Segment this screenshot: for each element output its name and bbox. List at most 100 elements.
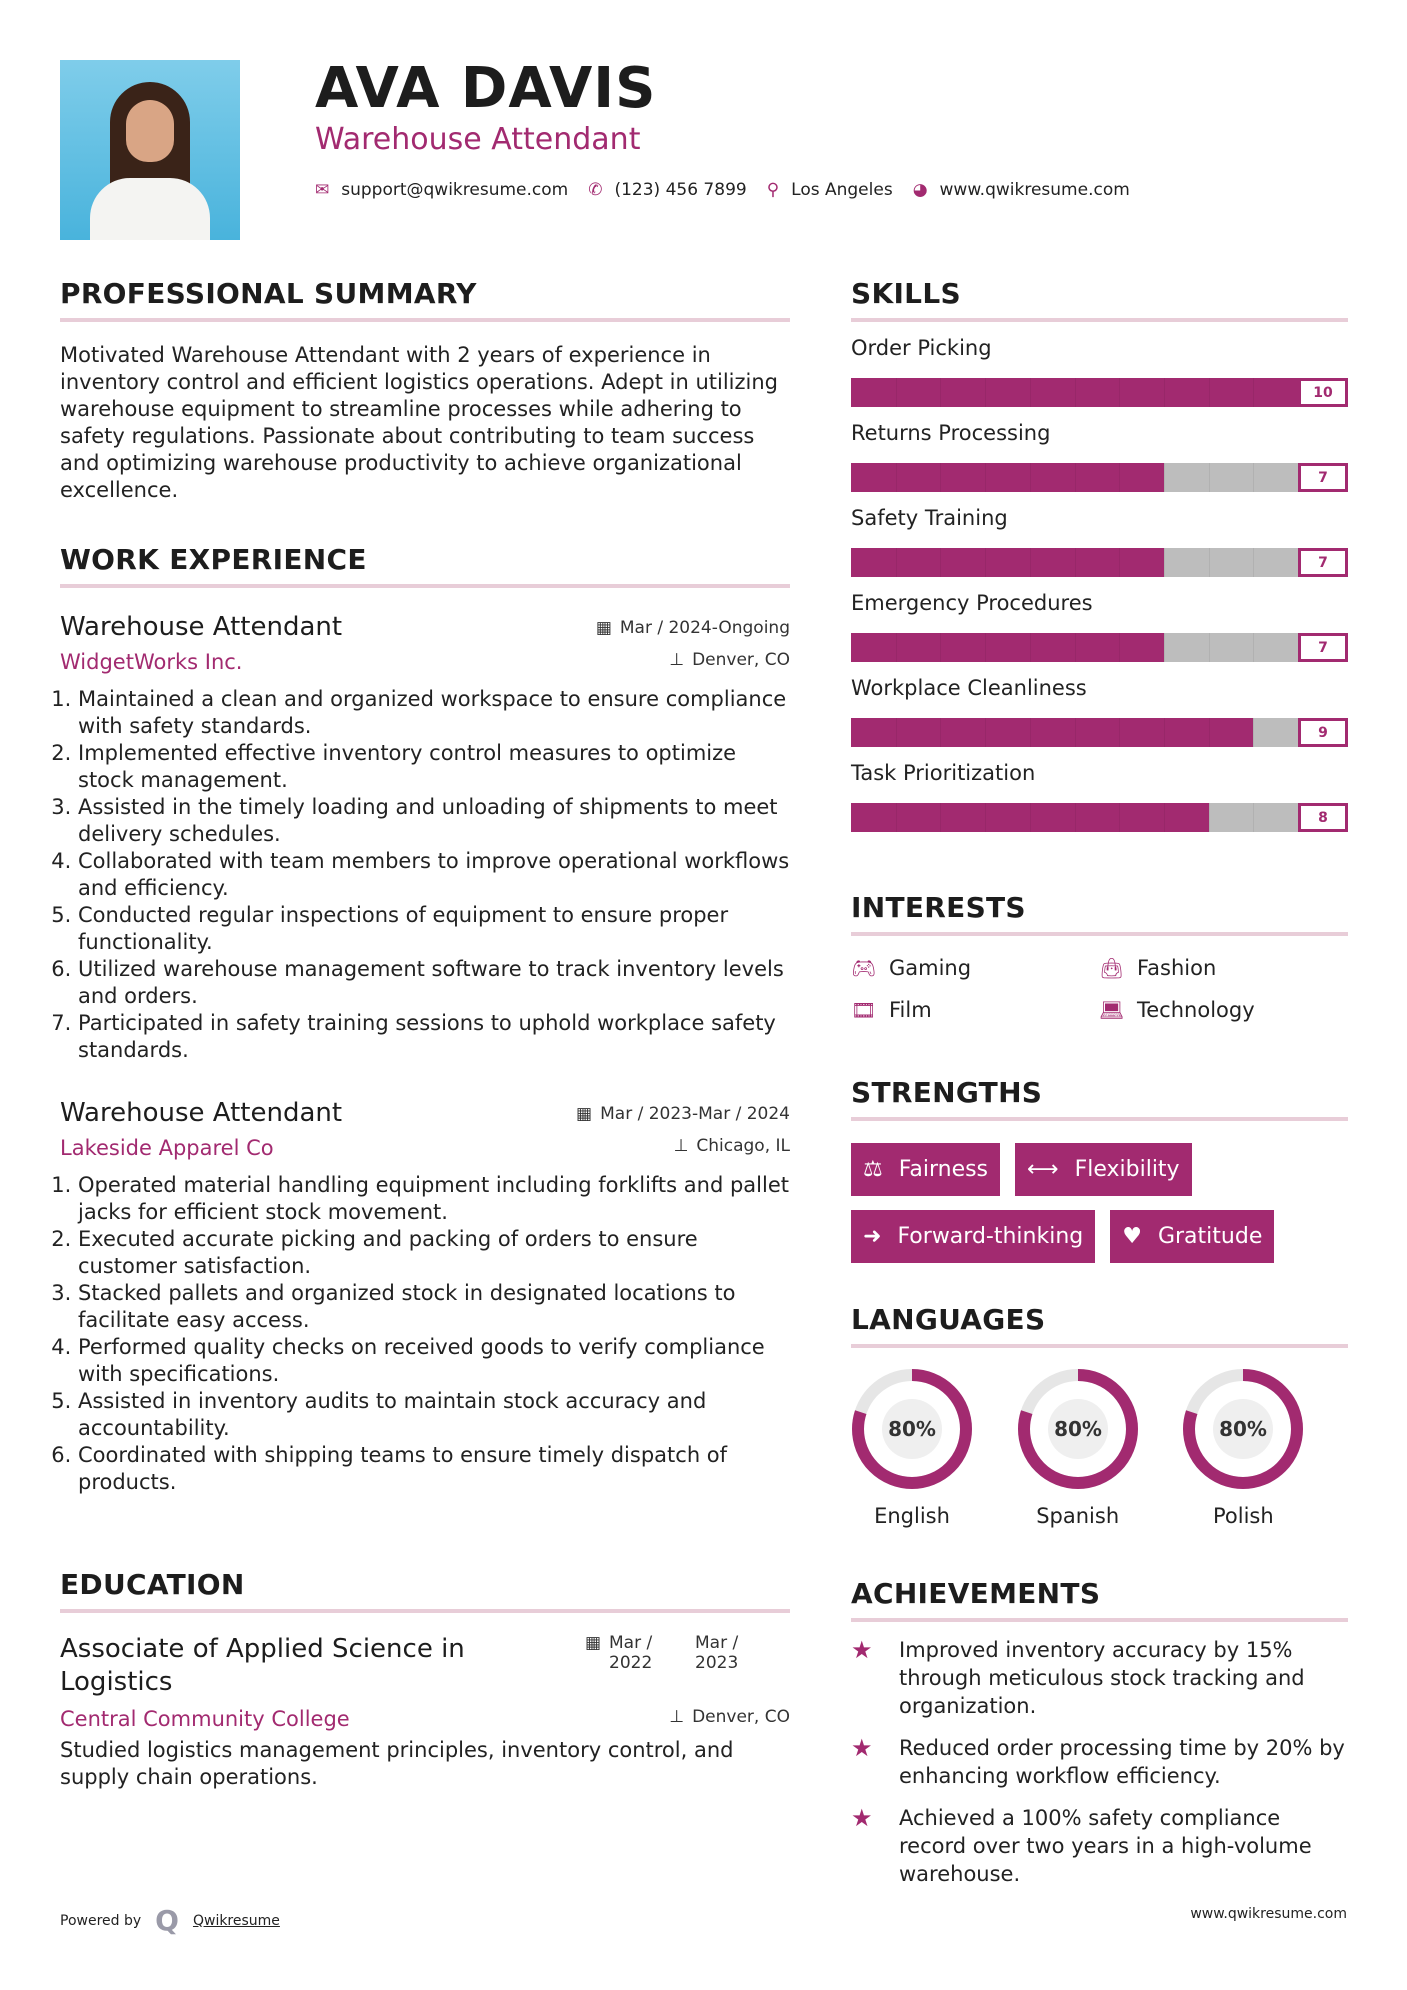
language-percent: 80% (1219, 1417, 1267, 1441)
interest-label: Technology (1137, 998, 1255, 1022)
summary-text: Motivated Warehouse Attendant with 2 yea… (60, 343, 778, 502)
job-title: Warehouse Attendant (60, 612, 343, 642)
strength-label: Fairness (898, 1157, 989, 1182)
job-bullet: Assisted in inventory audits to maintain… (78, 1388, 790, 1442)
divider (851, 1117, 1348, 1121)
pushpin-icon: ⊥ (673, 1136, 689, 1156)
language-ring: 80% (1183, 1369, 1304, 1489)
job-date: Mar / 2024-Ongoing (619, 618, 790, 638)
phone-icon: ✆ (588, 180, 603, 200)
job-bullet: Implemented effective inventory control … (78, 740, 790, 794)
degree: Associate of Applied Science in Logistic… (60, 1634, 465, 1697)
language-ring: 80% (1017, 1369, 1138, 1489)
section-heading: LANGUAGES (851, 1303, 1046, 1336)
interest-gaming: 🎮︎ Gaming (851, 956, 1099, 980)
job-bullet: Utilized warehouse management software t… (78, 956, 790, 1010)
skill-value: 7 (1298, 548, 1348, 577)
job-bullet: Assisted in the timely loading and unloa… (78, 794, 790, 848)
qwikresume-link[interactable]: Qwikresume (192, 1912, 280, 1929)
job-bullet: Performed quality checks on received goo… (78, 1334, 790, 1388)
section-heading: ACHIEVEMENTS (851, 1577, 1101, 1610)
skill-item: Emergency Procedures 7 (851, 591, 1348, 662)
language-name: English (874, 1504, 950, 1528)
calendar-icon: ▦ (595, 618, 612, 638)
divider (851, 1344, 1348, 1348)
section-heading: STRENGTHS (851, 1076, 1043, 1109)
balance-scale-icon: ⚖ (863, 1157, 883, 1182)
arrow-right-icon: ➜ (863, 1224, 882, 1249)
contact-info: ✉ support@qwikresume.com ✆ (123) 456 7899 … (315, 180, 1150, 200)
strength-forward-thinking: ➜ Forward-thinking (851, 1210, 1096, 1263)
skill-bar: 7 (851, 633, 1348, 662)
language-item: 80% English (851, 1368, 1017, 1528)
skill-bar-fill (851, 718, 1254, 747)
job-bullet: Collaborated with team members to improv… (78, 848, 790, 902)
candidate-title: Warehouse Attendant (315, 122, 641, 157)
skill-value: 7 (1298, 633, 1348, 662)
skill-label: Task Prioritization (851, 761, 1036, 785)
job-entry: Warehouse Attendant ▦ Mar / 2024-Ongoing … (60, 612, 790, 1064)
edu-end: Mar / 2023 (695, 1633, 739, 1673)
education-section: EDUCATION Associate of Applied Science i… (60, 1568, 790, 1791)
film-icon: 🎞︎ (851, 998, 877, 1022)
divider (60, 318, 790, 322)
footer-website[interactable]: www.qwikresume.com (1190, 1906, 1347, 1922)
skill-bar-fill (851, 548, 1164, 577)
map-pin-icon: ⚲ (766, 180, 780, 200)
achievement-item: ★ Achieved a 100% safety compliance recor… (851, 1804, 1348, 1888)
skill-item: Order Picking 10 (851, 336, 1348, 407)
skill-bar-fill (851, 378, 1298, 407)
job-bullets: Maintained a clean and organized workspa… (60, 686, 790, 1064)
school: Central Community College (60, 1707, 350, 1731)
company-name: Lakeside Apparel Co (60, 1136, 274, 1160)
shooting-star-icon: ★ (851, 1636, 873, 1664)
section-heading: INTERESTS (851, 891, 1026, 924)
skill-item: Workplace Cleanliness 9 (851, 676, 1348, 747)
location-text: Los Angeles (791, 180, 893, 200)
skill-bar: 10 (851, 378, 1348, 407)
qwikresume-logo-icon: Q (155, 1904, 179, 1937)
job-bullet: Coordinated with shipping teams to ensur… (78, 1442, 790, 1496)
phone-text: (123) 456 7899 (614, 180, 747, 200)
skill-item: Returns Processing 7 (851, 421, 1348, 492)
job-bullet: Maintained a clean and organized workspa… (78, 686, 790, 740)
edu-description: Studied logistics management principles,… (60, 1738, 734, 1789)
pushpin-icon: ⊥ (669, 1707, 685, 1727)
language-ring: 80% (852, 1369, 972, 1489)
strength-flexibility: ⟷ Flexibility (1015, 1143, 1192, 1196)
job-bullet: Operated material handling equipment inc… (78, 1172, 790, 1226)
calendar-icon: ▦ (576, 1104, 593, 1124)
skill-item: Safety Training 7 (851, 506, 1348, 577)
skill-bar: 9 (851, 718, 1348, 747)
interest-label: Fashion (1137, 956, 1217, 980)
job-entry: Warehouse Attendant ▦ Mar / 2023-Mar / 20… (60, 1098, 790, 1496)
language-percent: 80% (888, 1417, 936, 1441)
skill-value: 8 (1298, 803, 1348, 832)
skill-label: Returns Processing (851, 421, 1051, 445)
job-location: Denver, CO (692, 650, 790, 670)
email-link[interactable]: support@qwikresume.com (341, 180, 569, 200)
job-location: Chicago, IL (696, 1136, 790, 1156)
website-link[interactable]: www.qwikresume.com (939, 180, 1130, 200)
powered-by-text: Powered by (60, 1912, 142, 1929)
divider (851, 318, 1348, 322)
skill-label: Emergency Procedures (851, 591, 1093, 615)
language-percent: 80% (1054, 1417, 1102, 1441)
job-date: Mar / 2023-Mar / 2024 (600, 1104, 790, 1124)
job-bullets: Operated material handling equipment inc… (60, 1172, 790, 1496)
achievement-item: ★ Reduced order processing time by 20% by… (851, 1734, 1348, 1790)
interest-film: 🎞︎ Film (851, 998, 1099, 1022)
language-item: 80% Spanish (1017, 1368, 1183, 1528)
divider (60, 1609, 790, 1613)
strength-label: Flexibility (1074, 1157, 1180, 1182)
divider (851, 1618, 1348, 1622)
shooting-star-icon: ★ (851, 1804, 873, 1832)
skill-label: Safety Training (851, 506, 1008, 530)
interest-label: Gaming (889, 956, 972, 980)
skill-bar: 7 (851, 463, 1348, 492)
skill-bar-fill (851, 803, 1209, 832)
arrows-horizontal-icon: ⟷ (1027, 1157, 1059, 1182)
skill-bar: 8 (851, 803, 1348, 832)
skill-bar-fill (851, 633, 1164, 662)
summary-section: PROFESSIONAL SUMMARY Motivated Warehouse… (60, 277, 790, 504)
